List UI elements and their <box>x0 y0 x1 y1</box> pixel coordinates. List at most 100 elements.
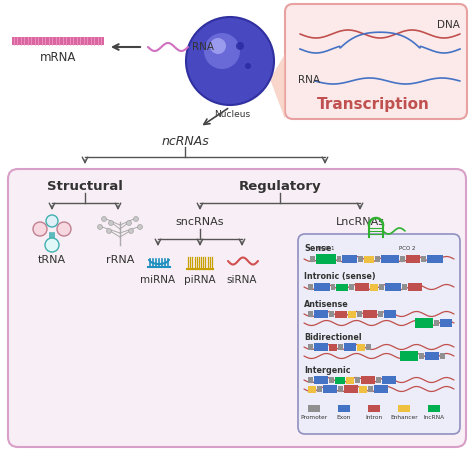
FancyBboxPatch shape <box>285 5 467 120</box>
Text: Intergenic: Intergenic <box>304 365 350 374</box>
Bar <box>314 343 328 351</box>
Bar <box>374 385 388 393</box>
Bar <box>385 283 401 291</box>
Text: Regulatory: Regulatory <box>239 179 321 193</box>
Bar <box>384 310 396 318</box>
Text: sncRNAs: sncRNAs <box>176 217 224 226</box>
Bar <box>336 285 348 291</box>
Bar <box>355 283 369 291</box>
Bar <box>346 377 354 384</box>
Bar <box>440 319 452 327</box>
Bar <box>368 405 380 412</box>
Bar <box>308 405 320 412</box>
Bar <box>361 376 375 384</box>
Text: mRNA: mRNA <box>40 51 76 64</box>
Text: Exon: Exon <box>337 414 351 419</box>
Text: rRNA: rRNA <box>106 254 134 264</box>
Circle shape <box>236 43 244 51</box>
Circle shape <box>245 64 251 70</box>
Circle shape <box>109 221 113 226</box>
Text: Transcription: Transcription <box>317 97 429 112</box>
Bar <box>370 285 378 291</box>
Bar <box>329 377 334 383</box>
Bar <box>329 311 334 317</box>
Circle shape <box>210 39 226 55</box>
Bar <box>366 344 371 350</box>
Circle shape <box>186 18 274 106</box>
Bar <box>363 310 377 318</box>
Text: DNA: DNA <box>437 20 460 30</box>
Bar <box>329 344 337 351</box>
Bar <box>398 405 410 412</box>
Bar <box>378 311 383 317</box>
Bar <box>338 405 350 412</box>
Bar <box>308 344 313 350</box>
Bar <box>349 285 354 291</box>
Text: PCO 2: PCO 2 <box>399 246 416 251</box>
Bar <box>357 344 365 351</box>
Bar <box>382 376 396 384</box>
Text: miRNA: miRNA <box>140 274 175 285</box>
Bar <box>408 283 422 291</box>
Text: Promoter: Promoter <box>301 414 328 419</box>
Text: Enhancer: Enhancer <box>390 414 418 419</box>
Bar <box>428 405 440 412</box>
Circle shape <box>127 221 131 226</box>
Bar <box>335 311 347 318</box>
Bar <box>342 256 357 263</box>
Bar <box>359 386 367 393</box>
Bar <box>344 343 356 351</box>
Circle shape <box>107 229 111 234</box>
Circle shape <box>98 225 102 230</box>
Circle shape <box>137 225 143 230</box>
Bar <box>323 385 337 393</box>
Bar <box>348 311 356 318</box>
Bar <box>425 352 439 360</box>
Text: Bidirectionel: Bidirectionel <box>304 332 362 341</box>
Circle shape <box>57 223 71 236</box>
Bar <box>402 285 407 291</box>
Bar <box>344 385 358 393</box>
FancyBboxPatch shape <box>298 235 460 434</box>
Bar <box>368 386 373 392</box>
Circle shape <box>204 34 240 70</box>
Bar <box>316 254 336 264</box>
Bar <box>376 377 381 383</box>
Bar <box>308 377 313 383</box>
Circle shape <box>45 239 59 252</box>
Text: Nucleus: Nucleus <box>214 110 250 119</box>
Text: siRNA: siRNA <box>227 274 257 285</box>
Bar <box>308 311 313 317</box>
Bar <box>310 257 315 263</box>
Bar <box>375 257 380 263</box>
Text: tRNA: tRNA <box>38 254 66 264</box>
Text: Structural: Structural <box>47 179 123 193</box>
Text: piRNA: piRNA <box>184 274 216 285</box>
Text: ncRNAs: ncRNAs <box>161 134 209 148</box>
Bar <box>415 318 433 328</box>
Text: RNA: RNA <box>298 75 320 85</box>
Bar <box>434 320 439 326</box>
Bar <box>314 310 328 318</box>
Bar <box>331 285 335 291</box>
Text: Intronic (sense): Intronic (sense) <box>304 271 375 280</box>
Bar <box>364 257 374 263</box>
Bar <box>406 256 420 263</box>
Bar <box>317 386 322 392</box>
Text: RNA: RNA <box>192 42 214 52</box>
Circle shape <box>33 223 47 236</box>
Circle shape <box>134 217 138 222</box>
Text: LncRNAs: LncRNAs <box>336 217 384 226</box>
Bar <box>440 353 445 359</box>
Text: Sense: Sense <box>304 243 331 252</box>
Bar <box>338 386 343 392</box>
Bar <box>355 377 360 383</box>
Bar <box>337 257 341 263</box>
Text: lncRNA: lncRNA <box>423 414 445 419</box>
Bar <box>419 353 424 359</box>
Bar <box>358 257 363 263</box>
Bar <box>335 377 345 384</box>
Bar <box>400 257 405 263</box>
Bar <box>308 285 313 291</box>
Bar <box>12 38 104 46</box>
